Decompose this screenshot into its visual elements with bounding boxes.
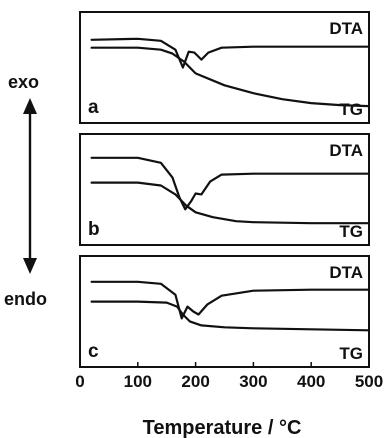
x-axis: 0 100 200 300 400 500 (75, 362, 383, 391)
dta-label-b: DTA (329, 141, 363, 160)
endo-label: endo (4, 289, 47, 309)
panel-frame (79, 11, 370, 124)
tg-label-c: TG (339, 344, 363, 363)
x-tick-label-0: 0 (75, 372, 84, 391)
tg-label-b: TG (339, 222, 363, 241)
panel-a: DTA TG a (79, 11, 371, 124)
panel-b: DTA TG b (79, 133, 371, 246)
x-tick-label-100: 100 (124, 372, 152, 391)
dta-label-a: DTA (329, 19, 363, 38)
panel-letter-a: a (88, 97, 99, 118)
x-tick-label-300: 300 (239, 372, 267, 391)
tg-curve-b (90, 181, 371, 225)
panel-letter-c: c (88, 341, 99, 362)
panels-group: DTA TG a DTA TG b DTA TG c (79, 11, 371, 368)
tg-curve-a (90, 46, 371, 108)
panel-frame (79, 133, 370, 246)
x-tick-label-400: 400 (297, 372, 325, 391)
dta-curve-b (90, 156, 371, 211)
dta-curve-c (90, 280, 371, 320)
x-tick-label-500: 500 (355, 372, 383, 391)
panel-c: DTA TG c (79, 255, 371, 368)
x-axis-title: Temperature / °C (143, 417, 302, 438)
panel-frame (79, 255, 370, 368)
panel-letter-b: b (88, 219, 100, 240)
dta-curve-a (90, 37, 371, 69)
exo-label: exo (8, 72, 39, 92)
exo-endo-double-arrow (23, 98, 37, 274)
x-tick-label-200: 200 (181, 372, 209, 391)
tg-label-a: TG (339, 100, 363, 119)
tg-curve-c (90, 300, 371, 332)
dta-label-c: DTA (329, 263, 363, 282)
